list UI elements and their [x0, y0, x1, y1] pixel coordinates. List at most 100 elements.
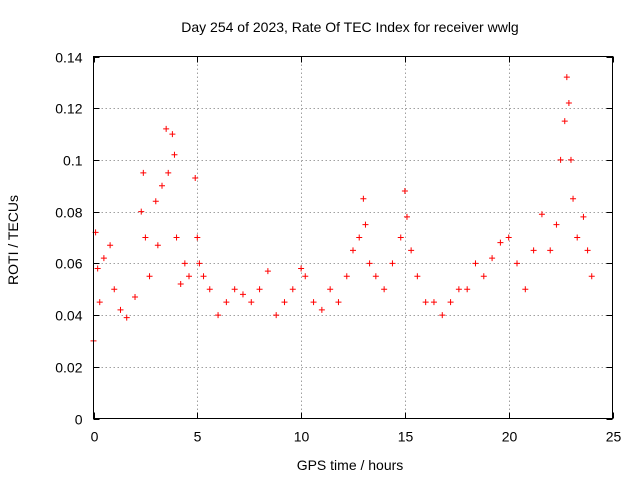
data-point	[132, 293, 139, 300]
data-point	[206, 286, 213, 293]
data-point	[360, 195, 367, 202]
data-point	[165, 169, 172, 176]
data-point	[100, 255, 107, 262]
y-tick-label: 0.06	[55, 256, 82, 272]
x-axis-label: GPS time / hours	[297, 457, 404, 473]
data-point	[480, 273, 487, 280]
data-point	[439, 312, 446, 319]
data-point	[142, 234, 149, 241]
data-point	[111, 286, 118, 293]
data-point	[580, 213, 587, 220]
data-point	[557, 156, 564, 163]
data-point	[522, 286, 529, 293]
data-point	[472, 260, 479, 267]
data-point	[464, 286, 471, 293]
data-point	[177, 281, 184, 288]
data-points	[90, 74, 595, 344]
data-point	[389, 260, 396, 267]
data-point	[563, 74, 570, 81]
plot-frame	[93, 56, 613, 419]
data-point	[117, 306, 124, 313]
data-point	[196, 260, 203, 267]
data-point	[138, 208, 145, 215]
data-point	[159, 182, 166, 189]
data-point	[215, 312, 222, 319]
data-point	[231, 286, 238, 293]
y-tick-label: 0	[75, 412, 83, 428]
data-point	[223, 299, 230, 306]
data-point	[430, 299, 437, 306]
data-point	[547, 247, 554, 254]
data-point	[123, 314, 130, 321]
data-point	[584, 247, 591, 254]
data-point	[154, 242, 161, 249]
data-point	[530, 247, 537, 254]
tick-labels: 0 5 10 15 20 25 0 0.02 0.04 0.06 0.08 0.1 0.12 0.14	[55, 50, 621, 445]
data-point	[140, 169, 147, 176]
chart-title: Day 254 of 2023, Rate Of TEC Index for r…	[181, 19, 518, 35]
x-tick-label: 5	[194, 429, 202, 445]
data-point	[397, 234, 404, 241]
data-point	[185, 273, 192, 280]
data-point	[447, 299, 454, 306]
data-point	[343, 273, 350, 280]
data-point	[538, 211, 545, 218]
data-point	[194, 234, 201, 241]
data-point	[372, 273, 379, 280]
x-tick-label: 0	[91, 429, 99, 445]
data-point	[455, 286, 462, 293]
data-point	[171, 151, 178, 158]
data-point	[403, 213, 410, 220]
data-point	[273, 312, 280, 319]
y-tick-label: 0.08	[55, 205, 82, 221]
data-point	[281, 299, 288, 306]
data-point	[107, 242, 114, 249]
data-point	[553, 221, 560, 228]
data-point	[505, 234, 512, 241]
data-point	[327, 286, 334, 293]
data-point	[289, 286, 296, 293]
data-point	[362, 221, 369, 228]
y-tick-label: 0.12	[55, 101, 82, 117]
y-tick-label: 0.14	[55, 50, 82, 66]
data-point	[574, 234, 581, 241]
data-point	[401, 187, 408, 194]
data-point	[169, 131, 176, 138]
data-point	[152, 198, 159, 205]
data-point	[163, 125, 170, 132]
data-point	[192, 175, 199, 182]
data-point	[489, 255, 496, 262]
data-point	[381, 286, 388, 293]
data-point	[350, 247, 356, 254]
data-point	[96, 299, 103, 306]
data-point	[335, 299, 342, 306]
y-tick-label: 0.04	[55, 308, 82, 324]
data-point	[414, 273, 421, 280]
data-point	[146, 273, 153, 280]
data-point	[256, 286, 263, 293]
data-point	[318, 306, 325, 313]
x-tick-label: 10	[294, 429, 310, 445]
data-point	[565, 100, 572, 107]
data-point	[514, 260, 521, 267]
data-point	[570, 195, 577, 202]
data-point	[356, 234, 363, 241]
data-point	[497, 239, 504, 246]
data-point	[248, 299, 255, 306]
data-point	[298, 265, 305, 272]
data-point	[239, 291, 246, 298]
grid-lines	[93, 56, 613, 419]
data-point	[264, 268, 271, 275]
y-axis-label: ROTI / TECUs	[5, 195, 21, 285]
x-tick-label: 25	[606, 429, 622, 445]
data-point	[200, 273, 207, 280]
data-point	[94, 265, 101, 272]
data-point	[181, 260, 188, 267]
data-point	[173, 234, 180, 241]
axis-ticks	[93, 56, 614, 420]
data-point	[561, 118, 568, 125]
y-tick-label: 0.1	[63, 153, 83, 169]
data-point	[302, 273, 309, 280]
x-tick-label: 20	[502, 429, 518, 445]
